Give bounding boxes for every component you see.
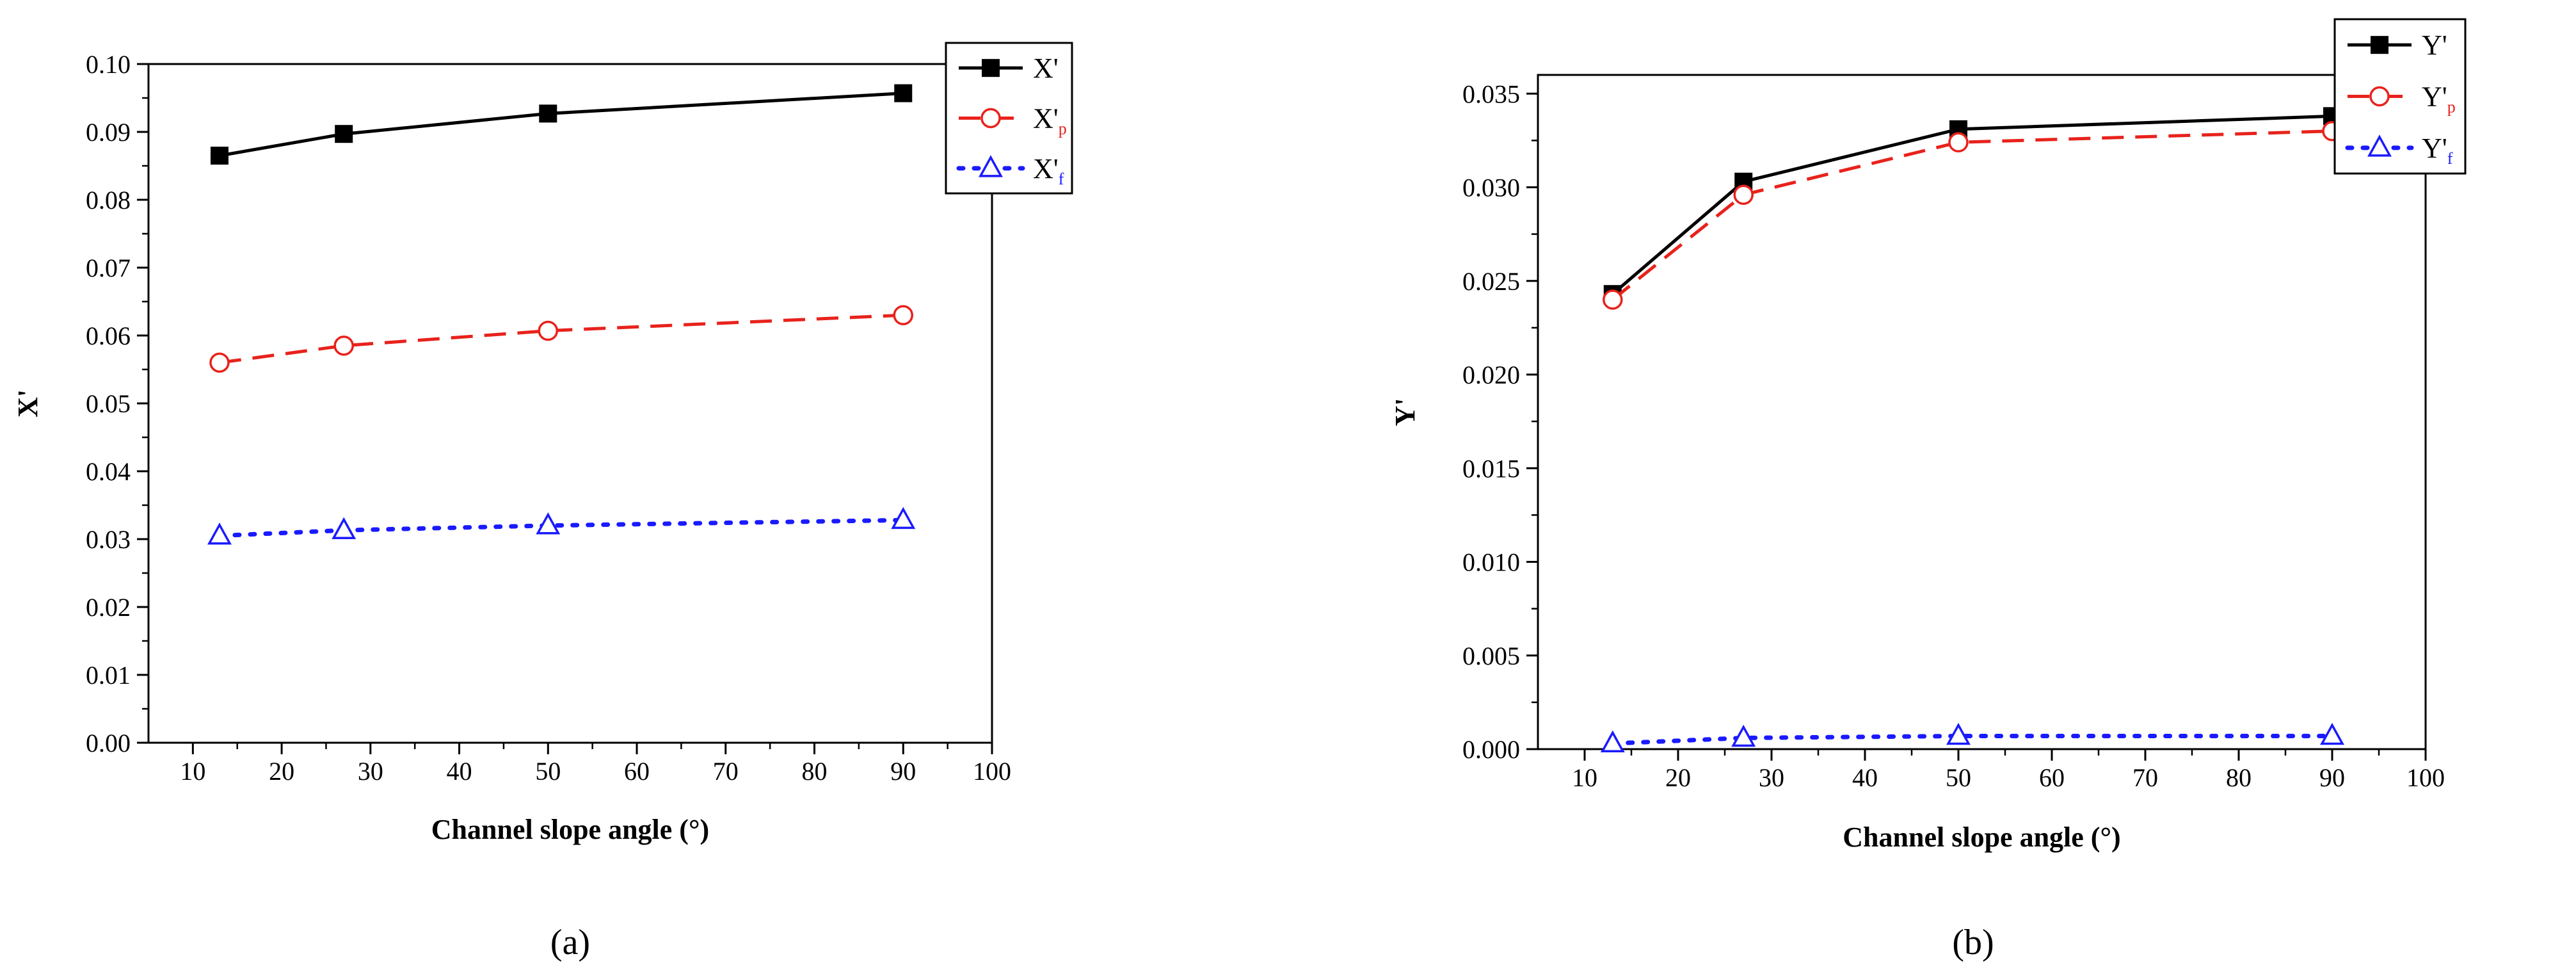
panel-label: (a) (550, 923, 590, 962)
y-tick-label: 0.03 (86, 525, 131, 554)
x-tick-label: 80 (2226, 763, 2252, 792)
x-tick-label: 60 (2039, 763, 2065, 792)
data-point (209, 352, 230, 373)
y-tick-label: 0.025 (1462, 267, 1520, 296)
data-point (1948, 132, 1969, 153)
x-tick-label: 40 (1852, 763, 1878, 792)
x-tick-label: 70 (713, 757, 739, 786)
plot-frame (1537, 74, 2427, 750)
series-line-2 (1612, 129, 2333, 301)
data-point (1733, 184, 1754, 205)
legend-label-subscript: f (2447, 149, 2453, 168)
y-tick-label: 0.030 (1462, 174, 1520, 202)
x-tick-label: 60 (624, 757, 650, 786)
x-tick-label: 90 (890, 757, 916, 786)
x-tick-label: 20 (1665, 763, 1691, 792)
legend-label-main: X' (1033, 103, 1059, 134)
legend-label-main: Y' (2422, 29, 2447, 61)
x-tick-label: 30 (358, 757, 383, 786)
legend-label: Y'p (2422, 81, 2456, 117)
x-tick-label: 90 (2319, 763, 2345, 792)
legend-marker (982, 59, 1000, 77)
data-point (2320, 722, 2344, 745)
y-tick-label: 0.08 (86, 186, 131, 214)
y-tick-label: 0.020 (1462, 360, 1520, 389)
data-point (1603, 289, 1623, 310)
data-point (536, 512, 561, 535)
legend-marker (980, 108, 1001, 129)
legend-label-main: Y' (2422, 81, 2447, 113)
data-point (210, 147, 228, 165)
data-point (333, 336, 354, 356)
x-tick-label: 10 (180, 757, 205, 786)
legend-label-main: X' (1033, 153, 1059, 184)
y-tick-label: 0.035 (1462, 79, 1520, 108)
data-point (207, 522, 232, 545)
y-tick-label: 0.07 (86, 254, 131, 282)
series-line-2 (219, 313, 904, 364)
y-tick-label: 0.010 (1462, 548, 1520, 577)
data-point (894, 84, 913, 102)
data-point (891, 506, 916, 530)
legend-label: Y'f (2422, 133, 2453, 168)
legend-label-subscript: p (2447, 98, 2456, 117)
legend-label: X' (1033, 53, 1059, 84)
y-tick-label: 0.06 (86, 321, 131, 350)
y-tick-label: 0.00 (86, 729, 131, 757)
y-tick-label: 0.02 (86, 593, 131, 622)
data-point (1946, 722, 1971, 745)
data-point (538, 320, 559, 341)
y-tick-label: 0.01 (86, 661, 131, 690)
x-tick-label: 100 (973, 757, 1011, 786)
legend: X'X'pX'f (945, 42, 1073, 195)
data-point (332, 517, 356, 539)
legend-label-subscript: p (1059, 120, 1067, 138)
y-tick-label: 0.09 (86, 118, 131, 147)
series-line-1 (219, 92, 904, 158)
data-point (1731, 724, 1756, 747)
x-tick-label: 30 (1759, 763, 1784, 792)
data-point (335, 125, 353, 143)
x-tick-label: 10 (1572, 763, 1597, 792)
y-tick-label: 0.04 (86, 457, 131, 486)
data-point (539, 104, 557, 123)
y-tick-label: 0.10 (86, 50, 131, 79)
data-point (893, 305, 914, 325)
legend-label-main: X' (1033, 53, 1059, 84)
series-line-3 (217, 517, 906, 538)
legend: Y'Y'pY'f (2333, 18, 2467, 175)
legend-marker (2367, 134, 2392, 157)
x-tick-label: 50 (535, 757, 561, 786)
legend-marker (2371, 36, 2388, 54)
y-tick-label: 0.000 (1462, 735, 1520, 764)
x-tick-label: 70 (2132, 763, 2158, 792)
x-tick-label: 100 (2406, 763, 2445, 792)
x-tick-label: 50 (1946, 763, 1971, 792)
plot-frame (147, 63, 993, 744)
y-tick-label: 0.015 (1462, 454, 1520, 483)
series-line-1 (1612, 114, 2333, 296)
x-tick-label: 80 (802, 757, 828, 786)
legend-marker (979, 155, 1003, 177)
panel-label: (b) (1952, 923, 1994, 962)
y-axis-title: Y' (1389, 398, 1421, 426)
legend-label: X'p (1033, 103, 1067, 138)
data-point (1600, 730, 1625, 752)
chart-b: 10 20 30 40 50 60 70 80 90 100 0.000 0.005 0.010 0.01… (1389, 18, 2467, 962)
legend-label-main: Y' (2422, 133, 2447, 164)
y-tick-label: 0.005 (1462, 642, 1520, 670)
x-tick-label: 20 (269, 757, 294, 786)
y-tick-label: 0.05 (86, 389, 131, 418)
series-line-3 (1610, 734, 2335, 746)
chart-a: 10 20 30 40 50 60 70 80 90 100 0.00 0.01 0.02 0.03 0.0… (12, 42, 1073, 962)
x-tick-label: 40 (447, 757, 472, 786)
legend-label: X'f (1033, 153, 1064, 188)
x-axis-title: Channel slope angle (°) (431, 814, 709, 845)
x-axis-title: Channel slope angle (°) (1843, 821, 2120, 853)
legend-label: Y' (2422, 29, 2447, 61)
legend-label-subscript: f (1059, 170, 1064, 188)
legend-marker (2369, 86, 2390, 107)
y-axis-title: X' (12, 389, 44, 417)
